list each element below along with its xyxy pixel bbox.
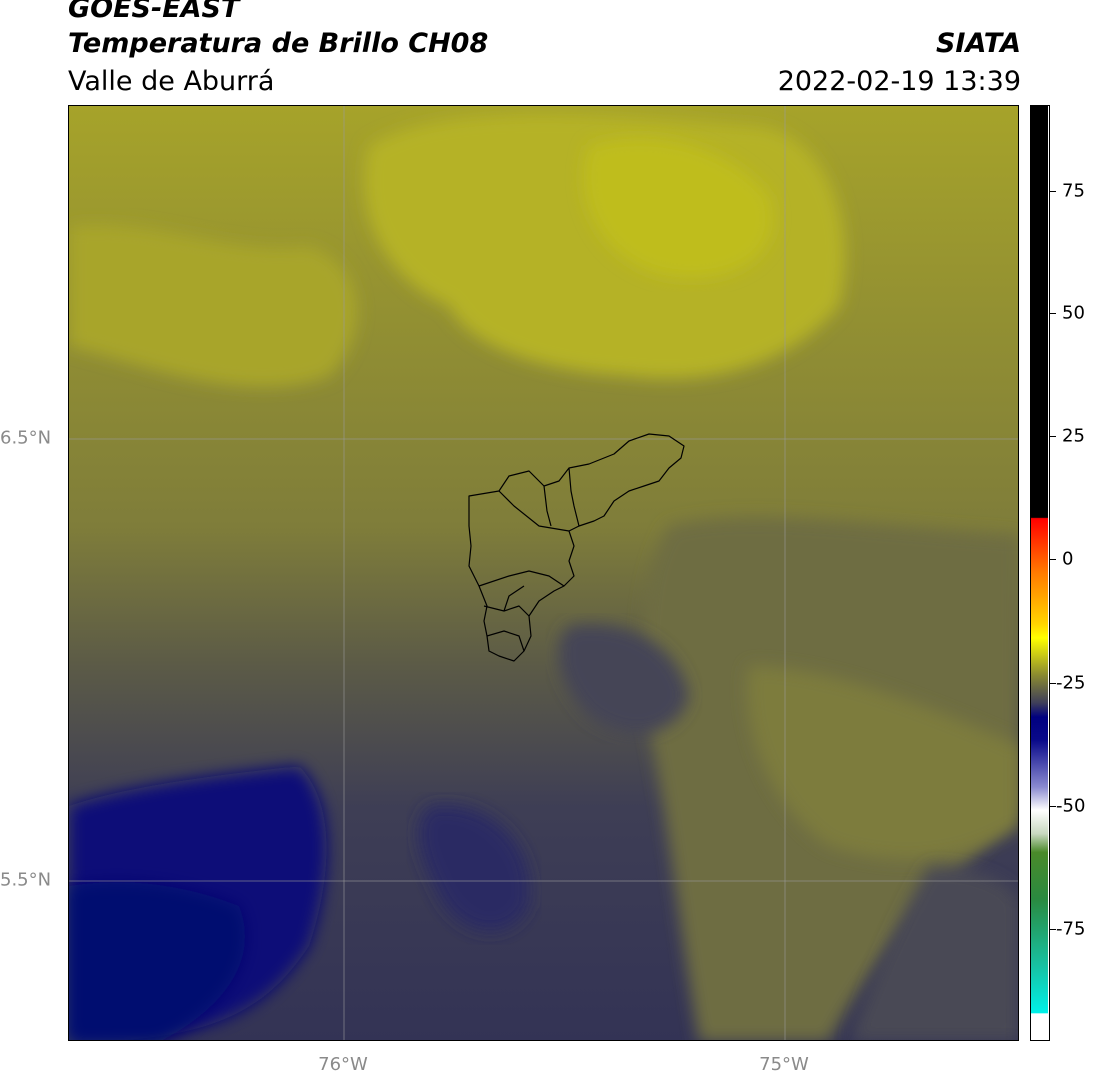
map-field (69, 106, 1018, 1040)
colorbar-label-neg25: -25 (1056, 672, 1086, 694)
region-title: Valle de Aburrá (68, 66, 275, 97)
colorbar-tick (1050, 191, 1056, 192)
satellite-title: GOES-EAST (68, 0, 240, 24)
colorbar-tick (1050, 313, 1056, 314)
colorbar-tick (1050, 683, 1056, 684)
colorbar-tick (1050, 559, 1056, 560)
lat-label-5.5: 5.5°N (0, 869, 52, 891)
colorbar-label-75: 75 (1062, 180, 1085, 202)
lon-label-76: 76°W (318, 1054, 368, 1075)
lon-label-75: 75°W (759, 1054, 809, 1075)
colorbar-label-neg50: -50 (1056, 795, 1086, 817)
colorbar-label-0: 0 (1062, 548, 1074, 570)
colorbar (1030, 105, 1050, 1041)
valle-aburra-boundary (468, 433, 685, 662)
colorbar-tick (1050, 806, 1056, 807)
brightness-temperature-map (68, 105, 1019, 1041)
datetime-label: 2022-02-19 13:39 (777, 66, 1021, 97)
product-title: Temperatura de Brillo CH08 (68, 28, 489, 59)
colorbar-label-neg75: -75 (1056, 918, 1086, 940)
colorbar-label-50: 50 (1062, 302, 1085, 324)
colorbar-tick (1050, 929, 1056, 930)
org-title: SIATA (935, 28, 1021, 59)
colorbar-tick (1050, 436, 1056, 437)
colorbar-label-25: 25 (1062, 425, 1085, 447)
lat-label-6.5: 6.5°N (0, 427, 52, 449)
